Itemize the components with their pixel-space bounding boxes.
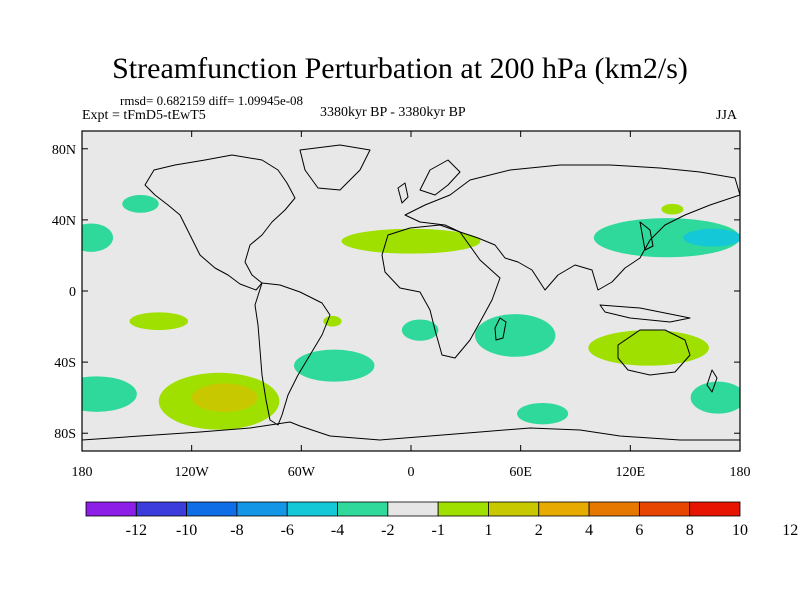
colorbar-swatch-2	[186, 501, 238, 517]
coast-greenland	[299, 144, 371, 191]
lat-tick-label-4: 80S	[54, 427, 76, 442]
lat-tick-label-3: 40S	[54, 356, 76, 371]
colorbar-label-10: 6	[635, 522, 643, 539]
lon-tick-label-3: 0	[408, 465, 415, 480]
latitude-axis: 80N 40N 0 40S 80S	[52, 143, 740, 442]
coast-antarctica	[82, 421, 740, 441]
lat-tick-label-1: 40N	[52, 214, 76, 229]
anomaly-layer	[82, 195, 740, 430]
coast-madagascar	[494, 317, 507, 341]
colorbar-swatch-0	[85, 501, 137, 517]
coast-eurasia	[404, 164, 740, 291]
plot-title: Streamfunction Perturbation at 200 hPa (…	[112, 52, 688, 85]
anomaly-patch-12	[661, 203, 684, 215]
lat-tick-label-0: 80N	[52, 143, 76, 158]
statistics-label: rmsd= 0.682159 diff= 1.09945e-08	[120, 93, 304, 108]
colorbar-swatch-5	[337, 501, 389, 517]
anomaly-patch-9	[401, 319, 439, 341]
colorbar-label-8: 2	[535, 522, 543, 539]
colorbar: -12 -10 -8 -6 -4 -2 -1 1 2 4 6 8 10 12	[85, 501, 798, 539]
coast-north-america	[144, 154, 296, 291]
anomaly-patch-16	[690, 381, 740, 414]
lon-tick-label-6: 180	[730, 465, 751, 480]
colorbar-label-13: 12	[782, 522, 798, 539]
anomaly-patch-3	[129, 312, 189, 331]
lon-tick-label-4: 60E	[509, 465, 532, 480]
colorbar-label-0: -12	[126, 522, 147, 539]
anomaly-patch-7	[323, 315, 342, 327]
period-label: 3380kyr BP - 3380kyr BP	[320, 105, 466, 120]
colorbar-swatch-9	[538, 501, 590, 517]
anomaly-patch-0	[122, 195, 159, 213]
colorbar-label-4: -4	[331, 522, 344, 539]
lon-tick-label-1: 120W	[175, 465, 210, 480]
colorbar-swatch-7	[437, 501, 489, 517]
coast-australia	[617, 329, 691, 376]
colorbar-label-12: 10	[732, 522, 748, 539]
colorbar-label-1: -10	[176, 522, 197, 539]
lon-tick-label-2: 60W	[288, 465, 316, 480]
coast-scandinavia	[419, 159, 461, 196]
lon-tick-label-5: 120E	[616, 465, 646, 480]
colorbar-swatch-4	[286, 501, 338, 517]
anomaly-patch-15	[517, 403, 569, 425]
anomaly-patch-13	[593, 218, 740, 258]
colorbar-label-9: 4	[585, 522, 593, 539]
coast-new-zealand	[706, 369, 718, 393]
coast-british-isles	[397, 182, 409, 204]
anomaly-patch-8	[341, 228, 481, 254]
coast-indonesia	[599, 304, 691, 323]
colorbar-swatch-10	[588, 501, 640, 517]
lat-tick-label-2: 0	[69, 285, 76, 300]
experiment-label: Expt = tFmD5-tEwT5	[82, 108, 206, 123]
colorbar-label-6: -1	[431, 522, 444, 539]
anomaly-patch-6	[191, 383, 258, 412]
coastlines	[82, 144, 740, 441]
anomaly-patch-11	[588, 330, 709, 366]
coast-japan	[639, 221, 654, 251]
colorbar-swatch-3	[236, 501, 288, 517]
longitude-axis: 180 120W 60W 0 60E 120E 180	[72, 131, 751, 480]
colorbar-label-7: 1	[484, 522, 492, 539]
anomaly-patch-14	[683, 228, 740, 247]
colorbar-label-11: 8	[686, 522, 694, 539]
colorbar-label-5: -2	[381, 522, 394, 539]
anomaly-patch-4	[294, 349, 375, 382]
colorbar-swatch-6	[387, 501, 439, 517]
anomaly-patch-1	[82, 223, 114, 252]
colorbar-label-2: -8	[230, 522, 243, 539]
colorbar-swatch-12	[689, 501, 741, 517]
colorbar-swatch-11	[638, 501, 691, 517]
colorbar-swatch-8	[488, 501, 540, 517]
coast-south-america	[254, 282, 331, 426]
anomaly-patch-10	[474, 314, 556, 357]
season-label: JJA	[716, 108, 738, 123]
anomaly-patch-2	[82, 376, 137, 412]
colorbar-swatch-1	[135, 501, 188, 517]
lon-tick-label-0: 180	[72, 465, 93, 480]
colorbar-label-3: -6	[281, 522, 294, 539]
